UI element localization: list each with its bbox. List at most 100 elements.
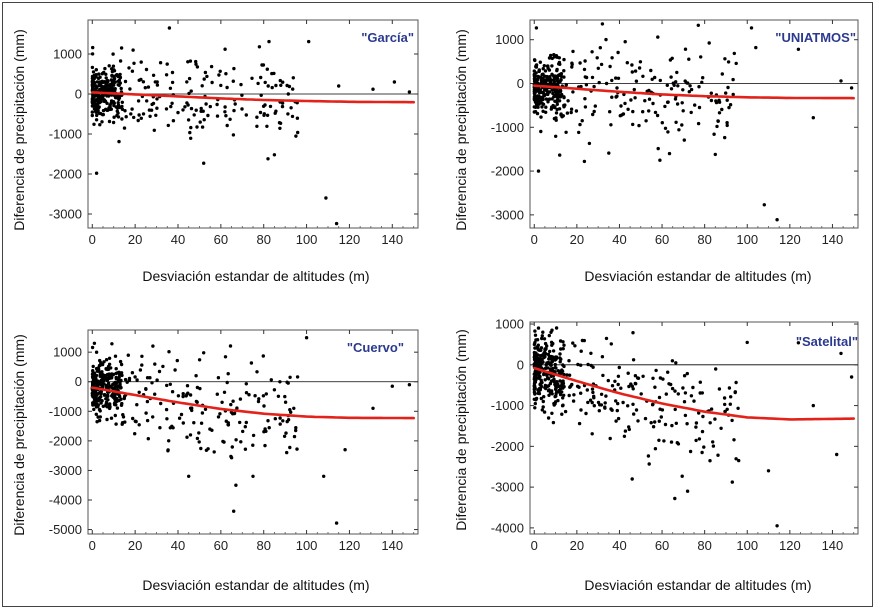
data-point bbox=[537, 68, 541, 72]
data-point bbox=[667, 382, 671, 386]
x-tick-label: 40 bbox=[171, 538, 185, 553]
data-point bbox=[100, 362, 105, 367]
data-point bbox=[532, 110, 536, 114]
data-point bbox=[537, 391, 542, 396]
data-point bbox=[544, 105, 548, 109]
data-point bbox=[228, 117, 232, 122]
data-point bbox=[560, 390, 564, 394]
data-point bbox=[645, 89, 649, 94]
data-point bbox=[595, 56, 599, 60]
data-point bbox=[600, 22, 605, 26]
y-tick-label: -3000 bbox=[491, 480, 524, 495]
data-point bbox=[584, 83, 589, 87]
data-point bbox=[569, 384, 573, 388]
data-point bbox=[186, 118, 191, 122]
data-point bbox=[144, 387, 148, 391]
data-point bbox=[680, 474, 684, 478]
data-point bbox=[534, 78, 538, 82]
data-point bbox=[700, 80, 704, 85]
data-point bbox=[261, 354, 265, 358]
data-point bbox=[541, 330, 545, 334]
data-point bbox=[199, 106, 203, 111]
data-point bbox=[288, 375, 292, 379]
data-point bbox=[263, 443, 267, 448]
data-point bbox=[638, 60, 643, 64]
y-tick-label: 0 bbox=[75, 87, 82, 102]
data-point bbox=[539, 115, 543, 119]
data-point bbox=[98, 123, 102, 127]
data-point bbox=[554, 76, 558, 80]
data-point bbox=[629, 382, 633, 386]
data-point bbox=[260, 63, 264, 67]
data-point bbox=[633, 96, 637, 100]
data-point bbox=[545, 361, 549, 365]
data-point bbox=[619, 104, 623, 108]
data-point bbox=[666, 130, 670, 134]
data-point bbox=[658, 407, 662, 411]
data-point bbox=[709, 407, 714, 411]
data-point bbox=[186, 391, 190, 395]
data-point bbox=[626, 371, 630, 375]
data-point bbox=[723, 402, 727, 407]
data-point bbox=[561, 340, 565, 344]
data-point bbox=[545, 77, 549, 82]
data-point bbox=[532, 355, 536, 359]
data-point bbox=[666, 100, 670, 104]
data-point bbox=[687, 90, 691, 94]
data-point bbox=[591, 365, 595, 369]
data-point bbox=[719, 426, 723, 430]
data-point bbox=[561, 386, 565, 390]
data-point bbox=[623, 429, 628, 433]
data-point bbox=[599, 62, 604, 67]
data-point bbox=[222, 440, 226, 444]
data-point bbox=[674, 421, 678, 425]
data-point bbox=[259, 93, 263, 98]
data-point bbox=[281, 419, 285, 423]
data-point bbox=[616, 374, 621, 378]
data-point bbox=[231, 79, 235, 83]
data-point bbox=[111, 64, 116, 68]
data-point bbox=[212, 450, 216, 454]
data-point bbox=[610, 78, 614, 83]
data-point bbox=[266, 84, 270, 88]
data-point bbox=[657, 419, 661, 423]
data-point bbox=[558, 392, 563, 397]
data-point bbox=[139, 116, 143, 121]
data-point bbox=[599, 392, 604, 396]
data-point bbox=[625, 61, 629, 65]
data-point bbox=[726, 60, 731, 64]
data-point bbox=[218, 412, 222, 416]
data-point bbox=[532, 362, 537, 366]
data-point bbox=[257, 45, 262, 49]
data-point bbox=[546, 100, 550, 104]
data-point bbox=[651, 376, 655, 380]
data-point bbox=[665, 83, 669, 88]
panel-cuervo: 0 20 40 60 80 100 120 140 -5000 -4000 -3000 -2000 -1… bbox=[11, 329, 419, 593]
data-point bbox=[116, 83, 120, 87]
data-point bbox=[711, 440, 715, 444]
data-point bbox=[566, 99, 570, 103]
data-point bbox=[166, 449, 170, 453]
data-point bbox=[578, 122, 582, 127]
data-point bbox=[720, 72, 724, 76]
y-tick-label: -2000 bbox=[491, 164, 524, 179]
data-point bbox=[114, 73, 118, 78]
data-point bbox=[539, 129, 543, 134]
data-point bbox=[647, 109, 651, 113]
data-point bbox=[547, 388, 551, 392]
data-point bbox=[286, 112, 290, 116]
data-point bbox=[613, 379, 617, 383]
y-tick-label: -1000 bbox=[49, 404, 82, 419]
data-point bbox=[114, 105, 118, 109]
data-point bbox=[604, 394, 608, 398]
data-point bbox=[543, 378, 547, 382]
data-point bbox=[203, 407, 208, 411]
data-point bbox=[96, 101, 101, 105]
data-point bbox=[540, 105, 544, 109]
data-point bbox=[547, 97, 552, 101]
data-point bbox=[656, 146, 660, 151]
data-point bbox=[560, 404, 565, 408]
data-point bbox=[727, 386, 732, 390]
data-point bbox=[262, 404, 266, 408]
data-point bbox=[736, 406, 740, 410]
